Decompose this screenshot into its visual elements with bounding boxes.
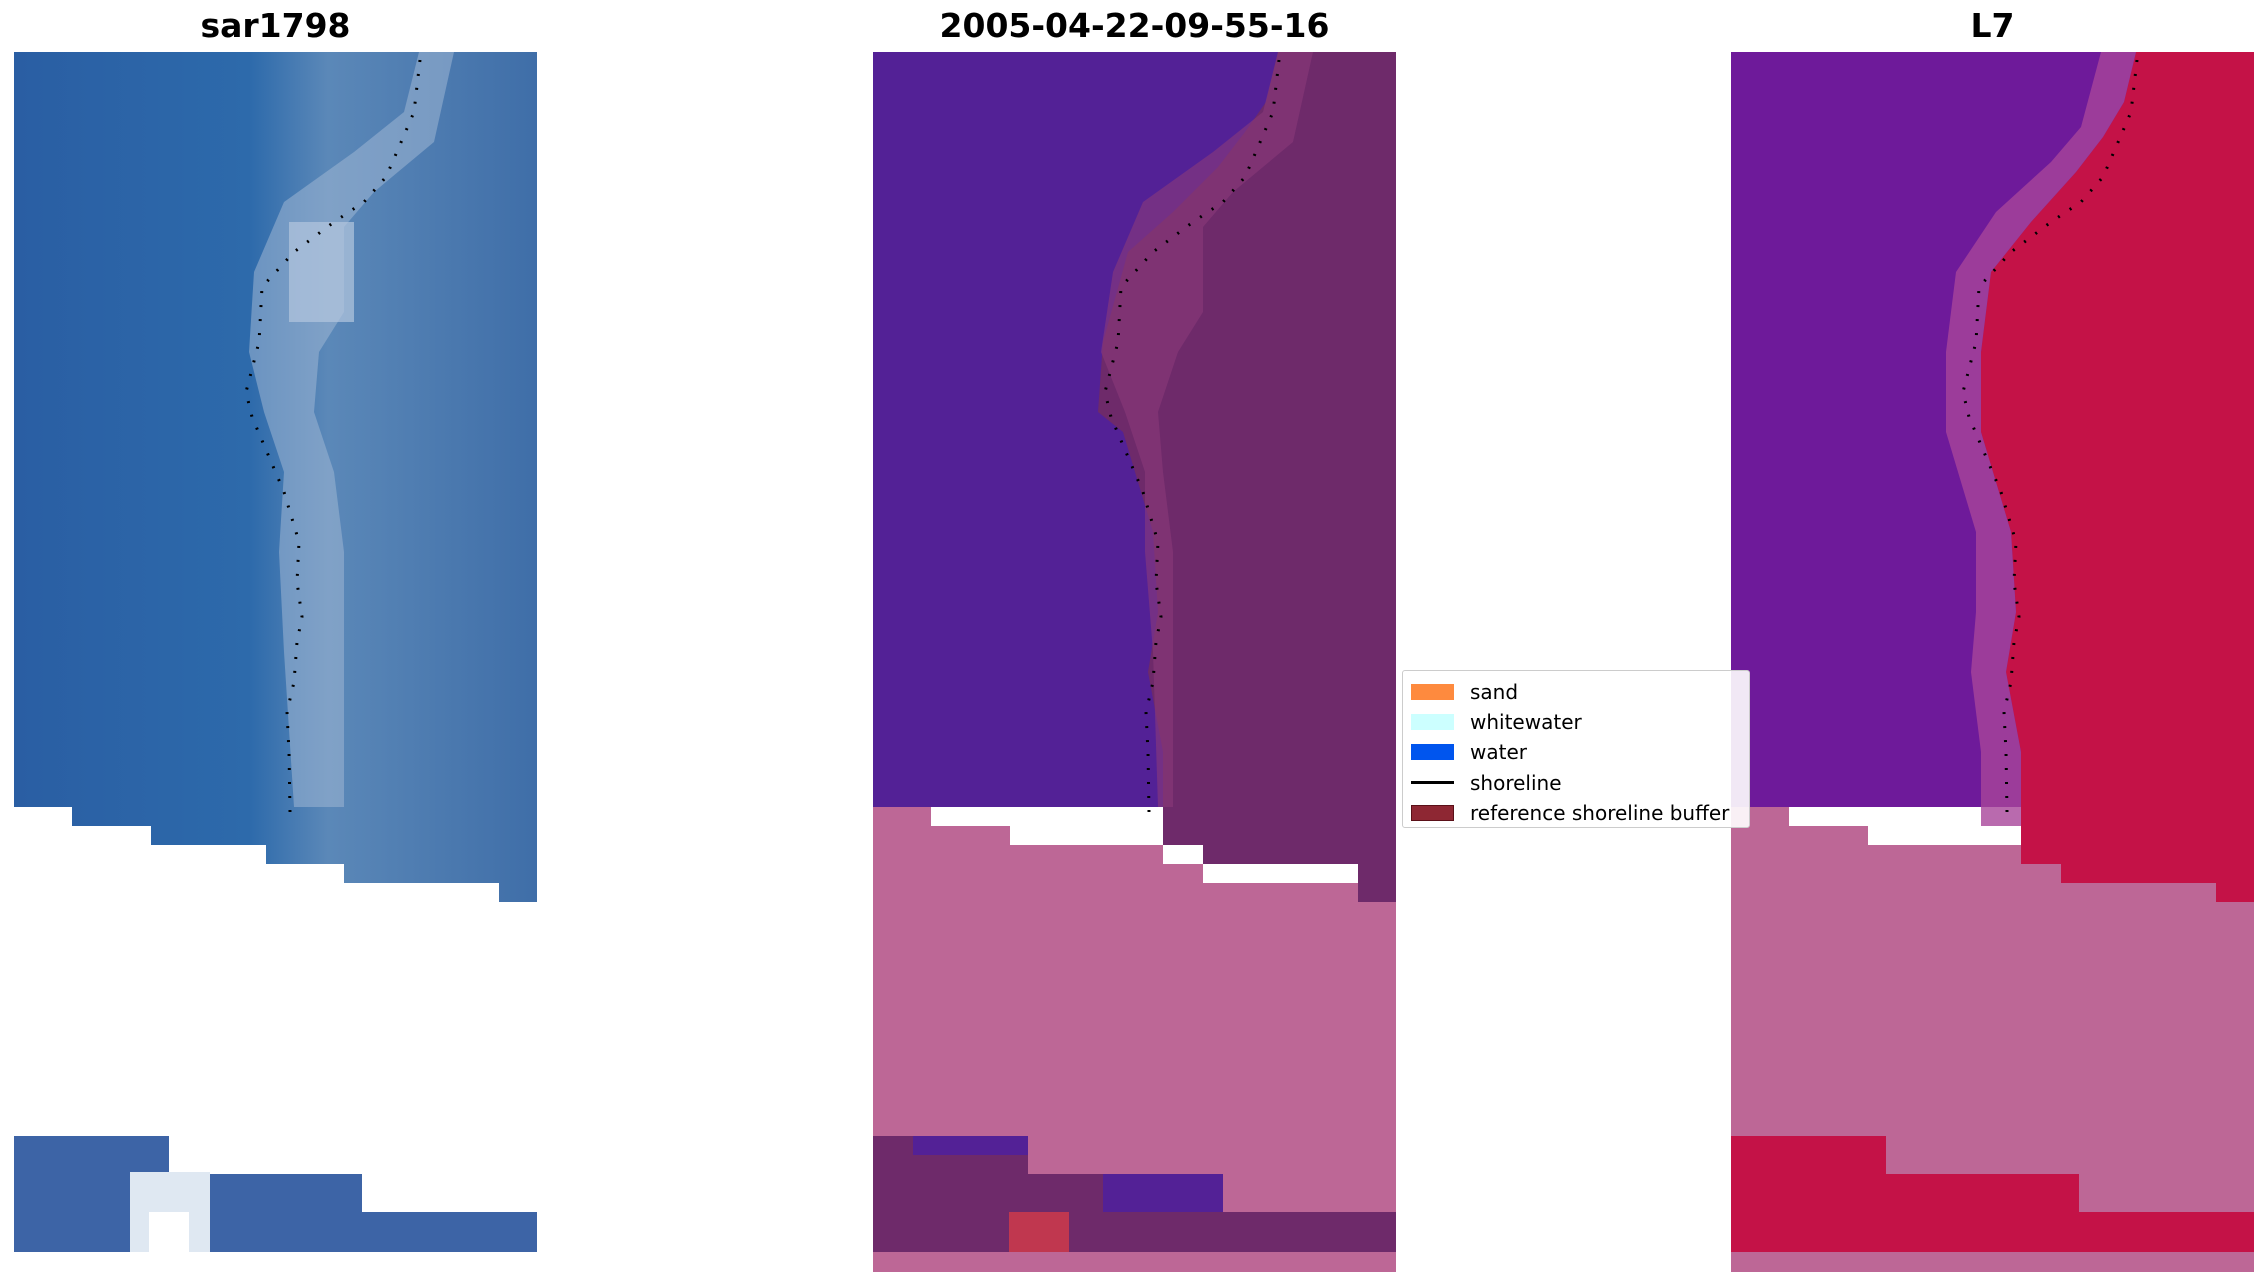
classification-panel bbox=[873, 52, 1396, 1272]
legend-item-water: water bbox=[1403, 737, 1749, 767]
rgb-image-upper bbox=[14, 52, 537, 902]
legend-label-whitewater: whitewater bbox=[1470, 710, 1582, 735]
class-buffer-band bbox=[1101, 52, 1313, 807]
sand-swatch bbox=[1411, 684, 1454, 701]
legend: sand whitewater water shoreline referenc… bbox=[1402, 670, 1750, 828]
l7-transition-band bbox=[1946, 52, 2136, 826]
class-lower-water-2 bbox=[1103, 1174, 1223, 1212]
legend-label-water: water bbox=[1470, 740, 1527, 765]
legend-label-shoreline: shoreline bbox=[1470, 770, 1562, 795]
legend-label-buffer: reference shoreline buffer bbox=[1470, 800, 1730, 825]
shoreline-line-swatch bbox=[1411, 781, 1454, 785]
legend-item-buffer: reference shoreline buffer bbox=[1403, 798, 1749, 828]
buffer-swatch bbox=[1411, 804, 1454, 821]
panel-title-l7: L7 bbox=[1970, 6, 2015, 45]
legend-item-shoreline: shoreline bbox=[1403, 768, 1749, 798]
water-swatch bbox=[1411, 744, 1454, 761]
panel-title-sar: sar1798 bbox=[200, 6, 351, 45]
rgb-bright-patch bbox=[289, 222, 354, 322]
legend-item-whitewater: whitewater bbox=[1403, 707, 1749, 737]
panel-title-date: 2005-04-22-09-55-16 bbox=[939, 6, 1330, 45]
l7-panel bbox=[1731, 52, 2254, 1272]
legend-label-sand: sand bbox=[1470, 680, 1519, 705]
l7-sand-area bbox=[1981, 52, 2254, 902]
rgb-image-lower bbox=[14, 1136, 537, 1252]
legend-item-sand: sand bbox=[1403, 677, 1749, 707]
whitewater-swatch bbox=[1411, 714, 1454, 731]
rgb-image-panel bbox=[14, 52, 537, 1252]
l7-lower-sand bbox=[1731, 1136, 2254, 1252]
class-lower-whitewater bbox=[1009, 1212, 1069, 1252]
class-lower-water bbox=[913, 1136, 1028, 1155]
rgb-whitewater-core bbox=[149, 1212, 189, 1252]
